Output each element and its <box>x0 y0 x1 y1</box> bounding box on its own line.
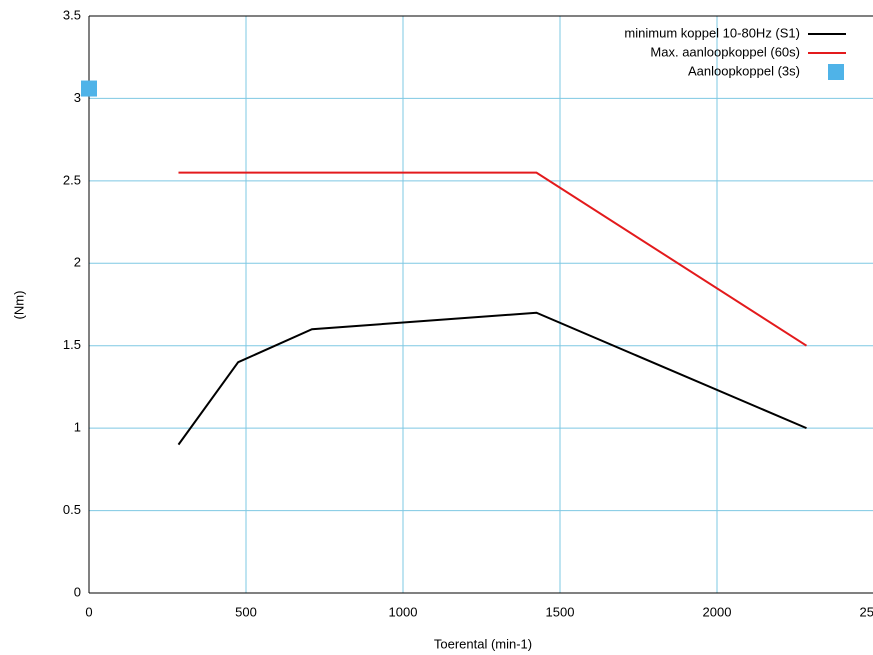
x-tick-label: 2500 <box>860 604 873 619</box>
series-line <box>177 311 807 446</box>
y-tick-label: 3.5 <box>63 7 81 22</box>
legend-label: Max. aanloopkoppel (60s) <box>650 44 800 59</box>
legend-label: Aanloopkoppel (3s) <box>688 63 800 78</box>
legend-label: minimum koppel 10-80Hz (S1) <box>624 25 800 40</box>
y-tick-label: 2 <box>74 255 81 270</box>
legend-swatch <box>828 64 844 80</box>
y-tick-label: 2.5 <box>63 172 81 187</box>
x-tick-label: 2000 <box>703 604 732 619</box>
x-axis-label: Toerental (min-1) <box>434 636 532 651</box>
y-axis-label: (Nm) <box>11 291 26 320</box>
x-tick-label: 500 <box>235 604 257 619</box>
series-line <box>178 171 808 347</box>
y-tick-label: 0.5 <box>63 502 81 517</box>
x-tick-label: 1500 <box>546 604 575 619</box>
x-tick-label: 0 <box>85 604 92 619</box>
y-tick-label: 1.5 <box>63 337 81 352</box>
y-tick-label: 1 <box>74 420 81 435</box>
marker <box>81 80 97 97</box>
x-tick-label: 1000 <box>389 604 418 619</box>
y-tick-label: 3 <box>74 90 81 105</box>
y-tick-label: 0 <box>74 584 81 599</box>
